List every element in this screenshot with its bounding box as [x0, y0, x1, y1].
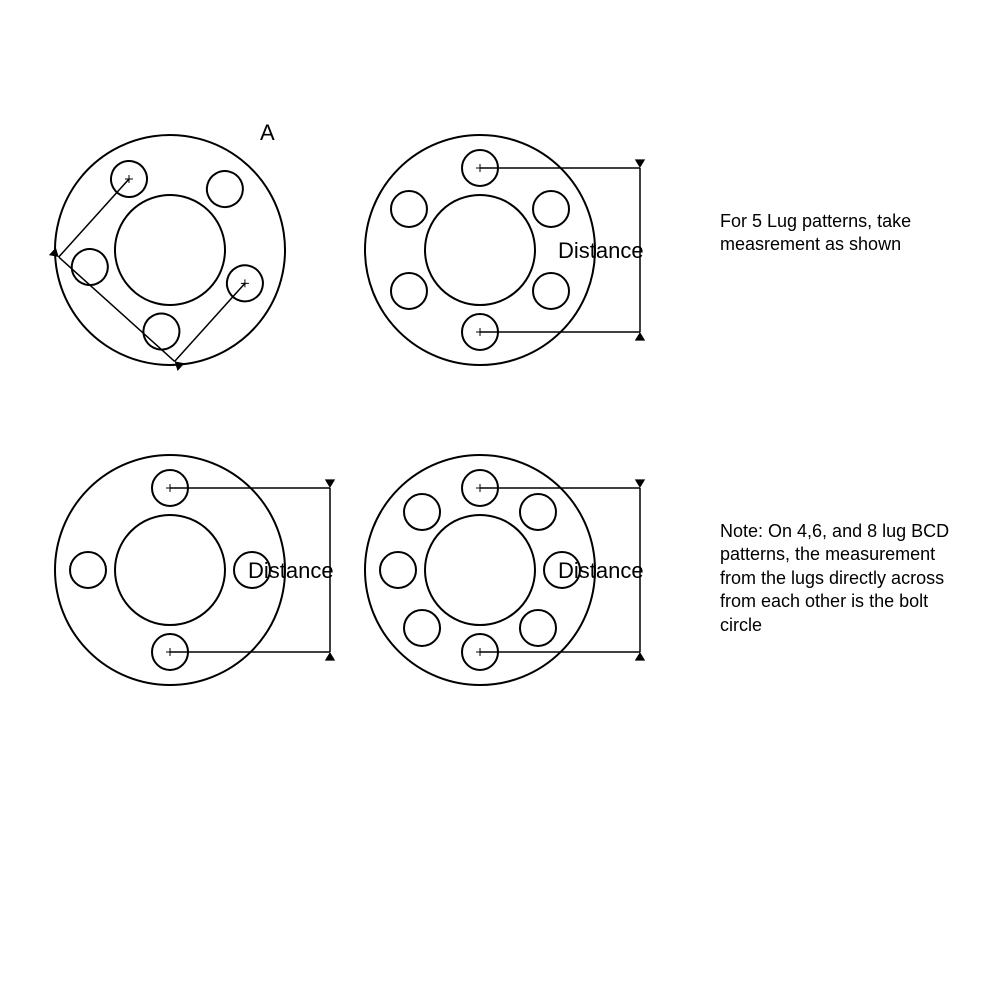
- caption-468lug: Note: On 4,6, and 8 lug BCD patterns, th…: [720, 520, 960, 637]
- label-distance-br: Distance: [558, 558, 644, 584]
- label-distance-tr: Distance: [558, 238, 644, 264]
- caption-5lug: For 5 Lug patterns, take measrement as s…: [720, 210, 960, 257]
- label-distance-bl: Distance: [248, 558, 334, 584]
- hub-5lug-angled: [13, 93, 327, 407]
- label-a: A: [260, 120, 275, 146]
